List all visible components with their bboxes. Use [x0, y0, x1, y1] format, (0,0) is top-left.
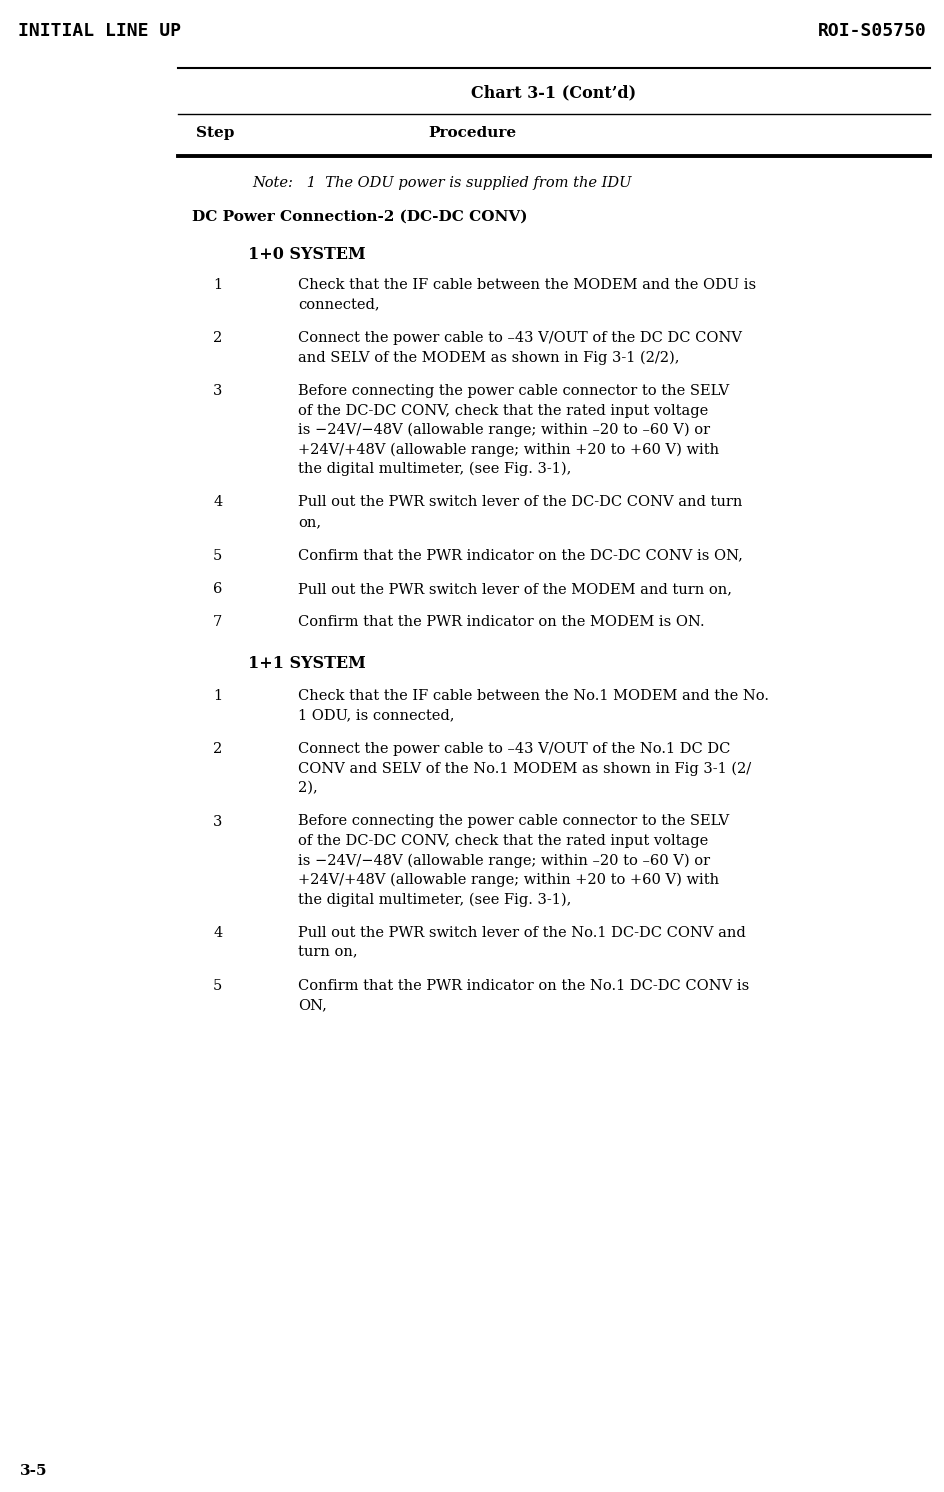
Text: Before connecting the power cable connector to the SELV: Before connecting the power cable connec… — [297, 815, 729, 828]
Text: 6: 6 — [212, 582, 222, 595]
Text: 3: 3 — [212, 383, 222, 398]
Text: 4: 4 — [212, 495, 222, 509]
Text: 3: 3 — [212, 815, 222, 828]
Text: Pull out the PWR switch lever of the DC-DC CONV and turn: Pull out the PWR switch lever of the DC-… — [297, 495, 742, 509]
Text: 1+1 SYSTEM: 1+1 SYSTEM — [247, 655, 365, 671]
Text: 2: 2 — [212, 331, 222, 345]
Text: is −24V/−48V (allowable range; within –20 to –60 V) or: is −24V/−48V (allowable range; within –2… — [297, 853, 709, 868]
Text: +24V/+48V (allowable range; within +20 to +60 V) with: +24V/+48V (allowable range; within +20 t… — [297, 443, 718, 457]
Text: 4: 4 — [212, 927, 222, 940]
Text: the digital multimeter, (see Fig. 3-1),: the digital multimeter, (see Fig. 3-1), — [297, 463, 571, 476]
Text: Confirm that the PWR indicator on the DC-DC CONV is ON,: Confirm that the PWR indicator on the DC… — [297, 549, 742, 562]
Text: 1 ODU, is connected,: 1 ODU, is connected, — [297, 709, 454, 722]
Text: Chart 3-1 (Cont’d): Chart 3-1 (Cont’d) — [471, 84, 636, 101]
Text: and SELV of the MODEM as shown in Fig 3-1 (2/2),: and SELV of the MODEM as shown in Fig 3-… — [297, 351, 679, 366]
Text: the digital multimeter, (see Fig. 3-1),: the digital multimeter, (see Fig. 3-1), — [297, 892, 571, 907]
Text: Confirm that the PWR indicator on the No.1 DC-DC CONV is: Confirm that the PWR indicator on the No… — [297, 979, 749, 994]
Text: 1: 1 — [212, 278, 222, 292]
Text: Pull out the PWR switch lever of the No.1 DC-DC CONV and: Pull out the PWR switch lever of the No.… — [297, 927, 745, 940]
Text: Confirm that the PWR indicator on the MODEM is ON.: Confirm that the PWR indicator on the MO… — [297, 616, 704, 630]
Text: 2),: 2), — [297, 780, 317, 795]
Text: ON,: ON, — [297, 998, 327, 1013]
Text: of the DC-DC CONV, check that the rated input voltage: of the DC-DC CONV, check that the rated … — [297, 834, 707, 847]
Text: +24V/+48V (allowable range; within +20 to +60 V) with: +24V/+48V (allowable range; within +20 t… — [297, 873, 718, 888]
Text: CONV and SELV of the No.1 MODEM as shown in Fig 3-1 (2/: CONV and SELV of the No.1 MODEM as shown… — [297, 761, 750, 776]
Text: DC Power Connection-2 (DC-DC CONV): DC Power Connection-2 (DC-DC CONV) — [192, 210, 527, 224]
Text: Connect the power cable to –43 V/OUT of the DC DC CONV: Connect the power cable to –43 V/OUT of … — [297, 331, 741, 345]
Text: Step: Step — [195, 125, 234, 140]
Text: Note:   1  The ODU power is supplied from the IDU: Note: 1 The ODU power is supplied from t… — [252, 176, 631, 189]
Text: ROI-S05750: ROI-S05750 — [818, 22, 926, 40]
Text: Connect the power cable to –43 V/OUT of the No.1 DC DC: Connect the power cable to –43 V/OUT of … — [297, 742, 730, 756]
Text: Before connecting the power cable connector to the SELV: Before connecting the power cable connec… — [297, 383, 729, 398]
Text: is −24V/−48V (allowable range; within –20 to –60 V) or: is −24V/−48V (allowable range; within –2… — [297, 424, 709, 437]
Text: INITIAL LINE UP: INITIAL LINE UP — [18, 22, 181, 40]
Text: 1+0 SYSTEM: 1+0 SYSTEM — [247, 246, 365, 263]
Text: on,: on, — [297, 515, 321, 530]
Text: 7: 7 — [212, 616, 222, 630]
Text: Check that the IF cable between the MODEM and the ODU is: Check that the IF cable between the MODE… — [297, 278, 755, 292]
Text: 5: 5 — [212, 979, 222, 994]
Text: connected,: connected, — [297, 297, 379, 312]
Text: 5: 5 — [212, 549, 222, 562]
Text: turn on,: turn on, — [297, 946, 357, 959]
Text: Pull out the PWR switch lever of the MODEM and turn on,: Pull out the PWR switch lever of the MOD… — [297, 582, 732, 595]
Text: of the DC-DC CONV, check that the rated input voltage: of the DC-DC CONV, check that the rated … — [297, 403, 707, 418]
Text: Check that the IF cable between the No.1 MODEM and the No.: Check that the IF cable between the No.1… — [297, 689, 768, 703]
Text: Procedure: Procedure — [428, 125, 515, 140]
Text: 3-5: 3-5 — [20, 1464, 47, 1479]
Text: 2: 2 — [212, 742, 222, 756]
Text: 1: 1 — [212, 689, 222, 703]
